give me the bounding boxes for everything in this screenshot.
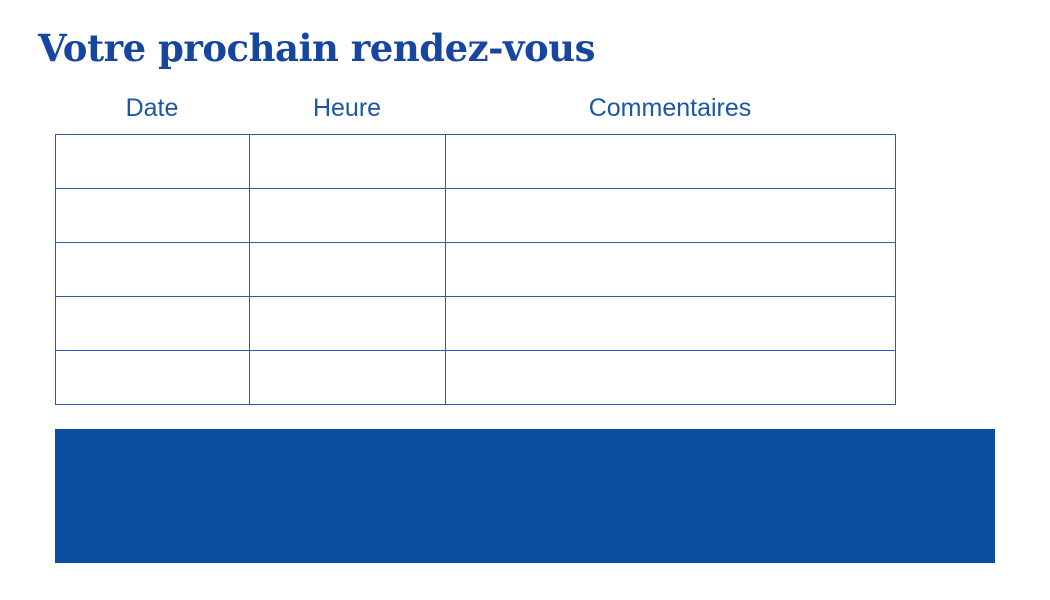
page-title: Votre prochain rendez-vous <box>38 26 595 70</box>
cell-commentaires[interactable] <box>445 296 896 351</box>
cell-date[interactable] <box>55 242 250 297</box>
cell-commentaires[interactable] <box>445 134 896 189</box>
table-row <box>55 350 896 405</box>
table-row <box>55 134 896 189</box>
cell-date[interactable] <box>55 350 250 405</box>
table-column-headers: Date Heure Commentaires <box>55 94 895 123</box>
table-row <box>55 296 896 351</box>
cell-heure[interactable] <box>249 242 446 297</box>
appointments-table <box>55 134 896 405</box>
cell-heure[interactable] <box>249 134 446 189</box>
cell-commentaires[interactable] <box>445 242 896 297</box>
cell-heure[interactable] <box>249 350 446 405</box>
cell-heure[interactable] <box>249 188 446 243</box>
cell-date[interactable] <box>55 134 250 189</box>
column-header-commentaires: Commentaires <box>588 94 752 122</box>
cell-commentaires[interactable] <box>445 188 896 243</box>
cell-heure[interactable] <box>249 296 446 351</box>
cell-commentaires[interactable] <box>445 350 896 405</box>
table-row <box>55 242 896 297</box>
table-row <box>55 188 896 243</box>
column-header-date: Date <box>125 94 179 122</box>
footer-decoration-block <box>55 429 995 563</box>
cell-date[interactable] <box>55 188 250 243</box>
cell-date[interactable] <box>55 296 250 351</box>
column-header-heure: Heure <box>312 94 382 122</box>
